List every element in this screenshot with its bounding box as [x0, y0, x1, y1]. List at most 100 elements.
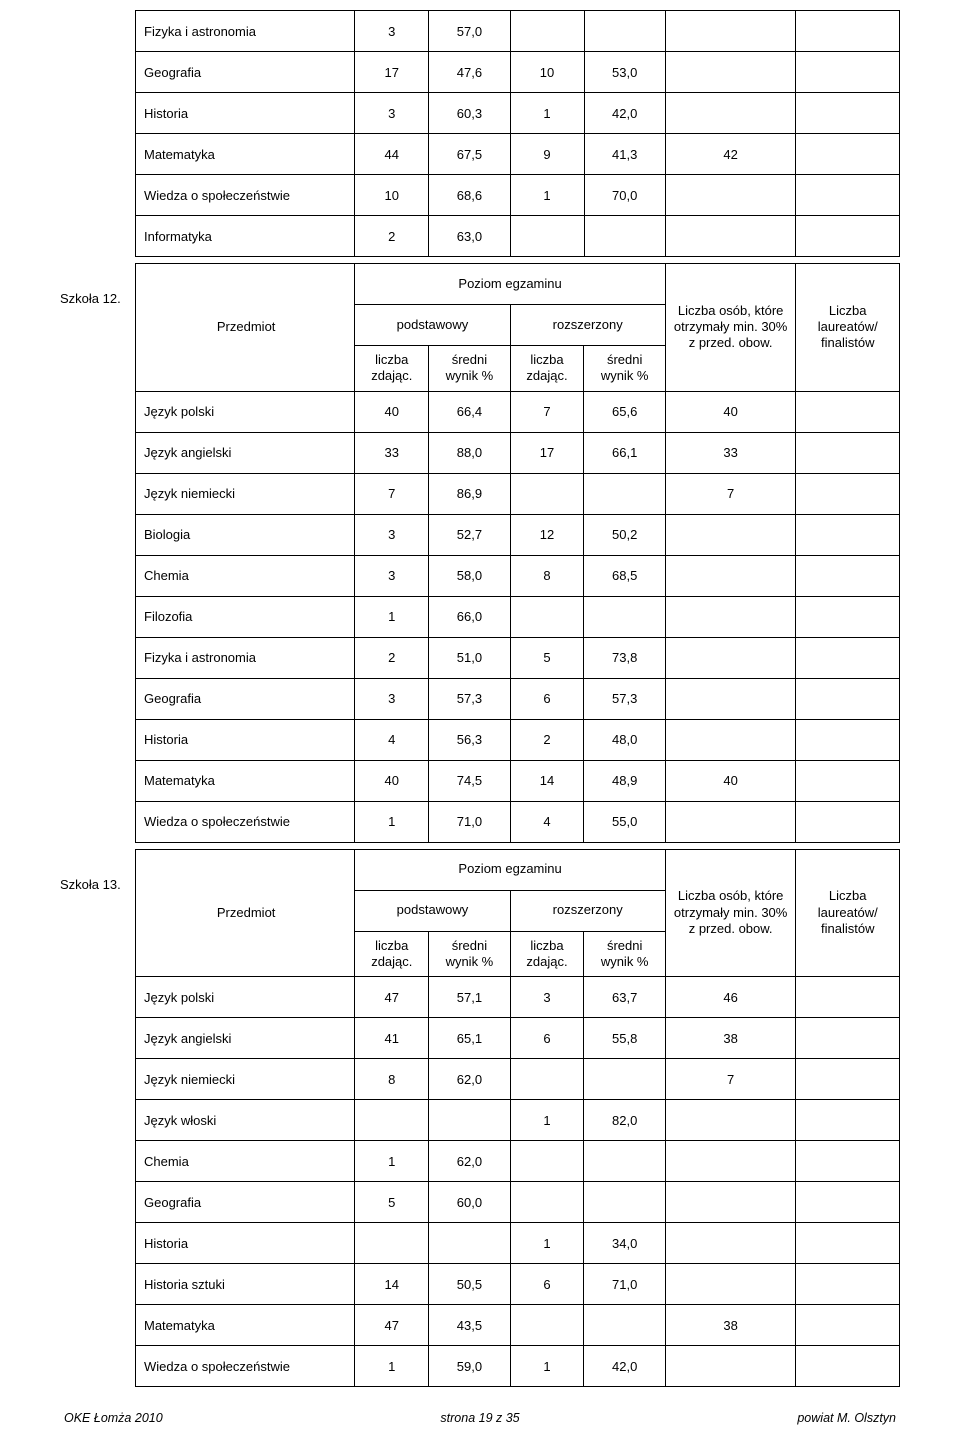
value-cell: [510, 596, 584, 637]
value-cell: [584, 1182, 665, 1223]
value-cell: [796, 1264, 900, 1305]
table-row: Język polski4066,4765,640: [136, 391, 900, 432]
value-cell: 63,7: [584, 977, 665, 1018]
value-cell: [510, 11, 584, 52]
value-cell: [665, 1141, 796, 1182]
school-section: Szkoła 13.PrzedmiotPoziom egzaminuLiczba…: [60, 849, 900, 1388]
subject-cell: Fizyka i astronomia: [136, 11, 355, 52]
table-row: Wiedza o społeczeństwie159,0142,0: [136, 1346, 900, 1387]
top-table-wrap: Fizyka i astronomia357,0Geografia1747,61…: [135, 10, 900, 257]
value-cell: 7: [355, 473, 429, 514]
value-cell: [665, 801, 796, 842]
table-row: Matematyka4743,538: [136, 1305, 900, 1346]
value-cell: 68,6: [429, 175, 510, 216]
school-section: Szkoła 12.PrzedmiotPoziom egzaminuLiczba…: [60, 263, 900, 843]
value-cell: 40: [355, 391, 429, 432]
value-cell: [355, 1100, 429, 1141]
value-cell: [796, 678, 900, 719]
hdr-sredni-wynik: średni wynik %: [429, 346, 510, 392]
value-cell: 7: [665, 473, 796, 514]
table-row: Język niemiecki862,07: [136, 1059, 900, 1100]
subject-cell: Język angielski: [136, 432, 355, 473]
value-cell: 3: [510, 977, 584, 1018]
value-cell: [796, 1018, 900, 1059]
subject-cell: Język włoski: [136, 1100, 355, 1141]
hdr-liczba-zdajac: liczba zdając.: [510, 346, 584, 392]
value-cell: 60,3: [429, 93, 510, 134]
value-cell: [510, 473, 584, 514]
top-table: Fizyka i astronomia357,0Geografia1747,61…: [135, 10, 900, 257]
table-row: Geografia560,0: [136, 1182, 900, 1223]
subject-cell: Wiedza o społeczeństwie: [136, 1346, 355, 1387]
table-row: Wiedza o społeczeństwie171,0455,0: [136, 801, 900, 842]
value-cell: 2: [510, 719, 584, 760]
value-cell: [796, 637, 900, 678]
table-row: Fizyka i astronomia251,0573,8: [136, 637, 900, 678]
table-row: Filozofia166,0: [136, 596, 900, 637]
value-cell: [429, 1100, 510, 1141]
hdr-poziom: Poziom egzaminu: [355, 264, 666, 305]
value-cell: 3: [355, 93, 429, 134]
hdr-liczba-zdajac: liczba zdając.: [355, 931, 429, 977]
value-cell: 34,0: [584, 1223, 665, 1264]
table-row: Wiedza o społeczeństwie1068,6170,0: [136, 175, 900, 216]
value-cell: [796, 596, 900, 637]
hdr-osob: Liczba osób, które otrzymały min. 30% z …: [665, 264, 796, 392]
value-cell: [584, 216, 665, 257]
table-row: Biologia352,71250,2: [136, 514, 900, 555]
value-cell: [665, 514, 796, 555]
subject-cell: Język angielski: [136, 1018, 355, 1059]
hdr-przedmiot: Przedmiot: [136, 264, 355, 392]
value-cell: 41: [355, 1018, 429, 1059]
value-cell: [510, 216, 584, 257]
value-cell: 53,0: [584, 52, 665, 93]
value-cell: [355, 1223, 429, 1264]
table-row: Historia456,3248,0: [136, 719, 900, 760]
footer-left: OKE Łomża 2010: [64, 1411, 163, 1425]
value-cell: [665, 52, 796, 93]
value-cell: 65,6: [584, 391, 665, 432]
value-cell: 1: [510, 175, 584, 216]
hdr-sredni-wynik: średni wynik %: [429, 931, 510, 977]
subject-cell: Informatyka: [136, 216, 355, 257]
value-cell: 4: [510, 801, 584, 842]
value-cell: [665, 216, 796, 257]
subject-cell: Język polski: [136, 977, 355, 1018]
value-cell: 63,0: [429, 216, 510, 257]
hdr-liczba-zdajac: liczba zdając.: [510, 931, 584, 977]
value-cell: 3: [355, 555, 429, 596]
value-cell: 74,5: [429, 760, 510, 801]
subject-cell: Matematyka: [136, 760, 355, 801]
value-cell: 57,0: [429, 11, 510, 52]
subject-cell: Historia: [136, 93, 355, 134]
value-cell: 48,9: [584, 760, 665, 801]
value-cell: 33: [665, 432, 796, 473]
value-cell: [665, 719, 796, 760]
table-row: Geografia1747,61053,0: [136, 52, 900, 93]
value-cell: 62,0: [429, 1141, 510, 1182]
value-cell: [796, 719, 900, 760]
value-cell: [796, 801, 900, 842]
value-cell: 1: [510, 1223, 584, 1264]
value-cell: 5: [355, 1182, 429, 1223]
table-row: Informatyka263,0: [136, 216, 900, 257]
value-cell: 57,1: [429, 977, 510, 1018]
subject-cell: Język niemiecki: [136, 1059, 355, 1100]
value-cell: 38: [665, 1305, 796, 1346]
value-cell: [796, 216, 900, 257]
value-cell: [796, 11, 900, 52]
hdr-przedmiot: Przedmiot: [136, 849, 355, 977]
value-cell: 47,6: [429, 52, 510, 93]
footer-center: strona 19 z 35: [440, 1411, 519, 1425]
value-cell: [584, 1305, 665, 1346]
value-cell: 68,5: [584, 555, 665, 596]
value-cell: [796, 473, 900, 514]
value-cell: [796, 175, 900, 216]
value-cell: 57,3: [429, 678, 510, 719]
value-cell: 47: [355, 977, 429, 1018]
subject-cell: Fizyka i astronomia: [136, 637, 355, 678]
value-cell: 67,5: [429, 134, 510, 175]
value-cell: 44: [355, 134, 429, 175]
hdr-sredni-wynik: średni wynik %: [584, 931, 665, 977]
schools-container: Szkoła 12.PrzedmiotPoziom egzaminuLiczba…: [60, 263, 900, 1387]
